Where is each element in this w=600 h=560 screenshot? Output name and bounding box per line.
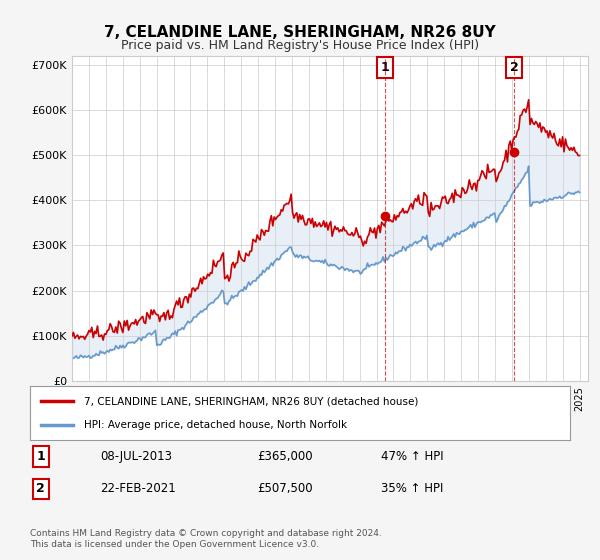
Text: 1: 1 (37, 450, 45, 463)
Text: 2: 2 (509, 61, 518, 74)
Text: Contains HM Land Registry data © Crown copyright and database right 2024.
This d: Contains HM Land Registry data © Crown c… (30, 529, 382, 549)
Text: 2: 2 (37, 482, 45, 495)
Text: 08-JUL-2013: 08-JUL-2013 (100, 450, 172, 463)
Text: £365,000: £365,000 (257, 450, 313, 463)
Text: 47% ↑ HPI: 47% ↑ HPI (381, 450, 443, 463)
Text: 7, CELANDINE LANE, SHERINGHAM, NR26 8UY (detached house): 7, CELANDINE LANE, SHERINGHAM, NR26 8UY … (84, 396, 418, 407)
Text: 35% ↑ HPI: 35% ↑ HPI (381, 482, 443, 495)
Text: 7, CELANDINE LANE, SHERINGHAM, NR26 8UY: 7, CELANDINE LANE, SHERINGHAM, NR26 8UY (104, 25, 496, 40)
Text: 1: 1 (381, 61, 389, 74)
Text: 22-FEB-2021: 22-FEB-2021 (100, 482, 176, 495)
Text: HPI: Average price, detached house, North Norfolk: HPI: Average price, detached house, Nort… (84, 419, 347, 430)
Text: £507,500: £507,500 (257, 482, 313, 495)
Text: Price paid vs. HM Land Registry's House Price Index (HPI): Price paid vs. HM Land Registry's House … (121, 39, 479, 52)
